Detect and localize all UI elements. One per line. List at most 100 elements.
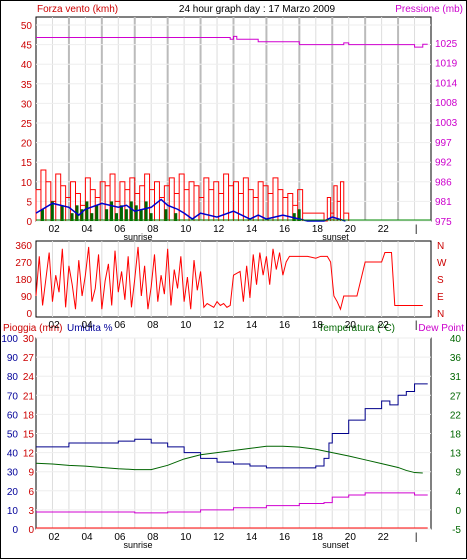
x-tick-label: | [415,532,418,543]
temperature-axis-tick: -5 [452,525,461,536]
x-tick-label: 22 [378,320,390,331]
wind-gust-bar [124,209,128,221]
temperature-series [35,445,423,474]
humidity-axis-tick: 20 [7,487,19,498]
x-tick-label: 18 [312,532,324,543]
pressure-axis-tick: 1025 [435,39,458,50]
wind-direction-series [35,246,423,311]
wind-axis-tick: 25 [21,119,33,130]
x-tick-label: 18 [312,320,324,331]
rain-axis-tick: 3 [28,506,34,517]
x-tick-label: 02 [49,320,61,331]
x-tick-label: 18 [312,224,324,235]
rain-axis-tick: 0 [28,525,34,536]
x-tick-label: 04 [81,320,93,331]
x-tick-label: 14 [246,532,258,543]
humidity-axis-tick: 80 [7,372,19,383]
pressure-axis-tick: 1019 [435,59,458,70]
pressure-axis-tick: 997 [435,138,452,149]
pressure-series [36,35,428,48]
temperature-axis-tick: 31 [450,372,462,383]
wind-gust-bar [297,209,301,221]
wind-speed-series [35,169,350,222]
x-tick-label: 08 [147,320,159,331]
temperature-axis-tick: 13 [450,449,462,460]
wind-axis-tick: 0 [26,217,32,228]
x-tick-label: 14 [246,320,258,331]
wind-gust-bar [144,201,148,221]
x-tick-label: 10 [180,224,192,235]
humidity-axis-tick: 50 [7,430,19,441]
wind-axis-tick: 5 [26,197,32,208]
rain-axis-tick: 24 [23,372,35,383]
x-tick-label: 22 [378,224,390,235]
temperature-axis-tick: 27 [450,391,462,402]
wind-gust-bar [40,209,44,221]
pressure-axis-tick: 992 [435,158,452,169]
x-tick-label: 14 [246,224,258,235]
x-tick-label: 04 [81,532,93,543]
x-tick-label: 20 [345,224,357,235]
wind-gust-bar [80,209,84,221]
wind-gust-bar [164,209,168,221]
wind-gust-bar [60,205,64,221]
humidity-axis-tick: 70 [7,391,19,402]
humidity-axis-tick: 100 [1,334,18,345]
humidity-axis-tick: 90 [7,353,19,364]
wind-gust-bar [134,205,138,221]
wind-gust-bar [115,213,118,221]
wind-gust-bar [50,201,54,221]
rain-axis-tick: 12 [23,449,35,460]
x-tick-label: 04 [81,224,93,235]
direction-axis-tick: 180 [15,275,32,286]
compass-axis-tick: N [437,241,444,252]
wind-axis-tick: 30 [21,99,33,110]
wind-axis-tick: 10 [21,178,33,189]
wind-average-series [35,198,346,222]
x-tick-label: 06 [114,320,126,331]
x-tick-label: 20 [345,320,357,331]
rain-label: Pioggia (mm) [3,323,62,334]
sunset-label: sunset [322,540,349,550]
wind-gust-bar [105,209,109,221]
wind-gust-bar [90,213,94,221]
compass-axis-tick: E [437,292,444,303]
graph-title: 24 hour graph day : 17 Marzo 2009 [179,4,336,15]
humidity-axis-tick: 0 [12,525,18,536]
rain-axis-tick: 21 [23,391,35,402]
compass-axis-tick: N [437,309,444,320]
x-tick-label: 16 [279,320,291,331]
wind-gust-bar [119,205,123,221]
x-tick-label: 22 [378,532,390,543]
direction-axis-tick: 90 [21,292,33,303]
x-tick-label: 12 [213,532,225,543]
x-tick-label: 16 [279,532,291,543]
x-tick-label: 06 [114,224,126,235]
pressure-axis-tick: 1014 [435,78,458,89]
humidity-series [36,383,428,469]
temperature-axis-tick: 36 [450,353,462,364]
x-tick-label: 12 [213,224,225,235]
humidity-axis-tick: 30 [7,468,19,479]
rain-axis-tick: 30 [23,334,35,345]
rain-axis-tick: 6 [28,487,34,498]
x-tick-label: 08 [147,224,159,235]
humidity-axis-tick: 60 [7,410,19,421]
x-tick-label: 12 [213,320,225,331]
temperature-axis-tick: 9 [455,468,461,479]
temperature-label: Temperatura (°C) [318,323,395,334]
dew-point-series [36,492,428,514]
temperature-axis-tick: 4 [455,487,461,498]
wind-axis-tick: 15 [21,158,33,169]
rain-axis-tick: 27 [23,353,35,364]
wind-gust-bar [139,209,143,221]
x-tick-label: 02 [49,224,61,235]
dewpoint-label: Dew Point [418,323,464,334]
wind-gust-bar [110,201,114,221]
pressure-axis-tick: 975 [435,217,452,228]
wind-axis-tick: 45 [21,41,33,52]
temperature-axis-tick: 18 [450,430,462,441]
humidity-axis-tick: 10 [7,506,19,517]
